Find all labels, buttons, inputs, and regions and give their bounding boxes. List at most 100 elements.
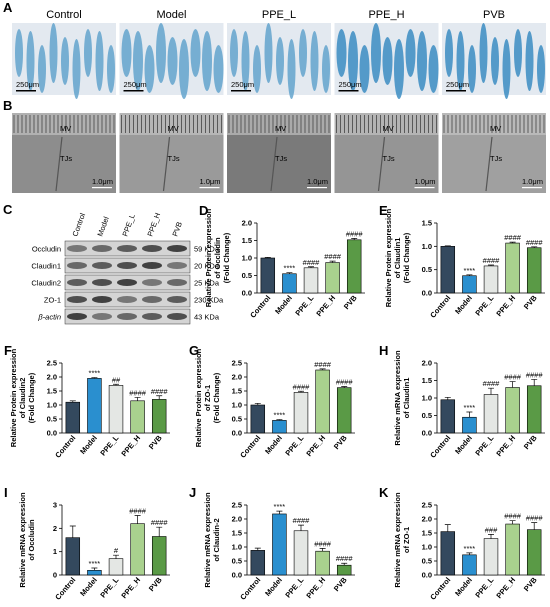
crypt bbox=[479, 23, 488, 83]
significance-label: #### bbox=[129, 507, 147, 516]
crypt bbox=[299, 29, 307, 77]
error-bar bbox=[91, 377, 98, 379]
blot-band bbox=[117, 262, 137, 269]
group-label: PPE_H bbox=[368, 9, 404, 21]
y-tick-label: 2.0 bbox=[47, 373, 57, 382]
x-tick-label: PVB bbox=[147, 433, 164, 451]
panel-label: J bbox=[189, 485, 196, 500]
error-bar bbox=[531, 246, 538, 248]
size-label: 43 KDa bbox=[194, 313, 220, 322]
crypt bbox=[310, 31, 319, 91]
y-tick-label: 1.5 bbox=[422, 529, 432, 538]
y-axis-label: (Fold Change) bbox=[212, 372, 221, 423]
panel-label: A bbox=[3, 0, 13, 15]
annotation: TJs bbox=[168, 154, 180, 163]
bar bbox=[346, 239, 362, 294]
significance-label: #### bbox=[151, 518, 169, 527]
crypt bbox=[264, 23, 273, 83]
x-tick-label: Model bbox=[78, 434, 99, 456]
bar bbox=[325, 262, 340, 294]
bar bbox=[108, 558, 124, 576]
crypt bbox=[456, 31, 465, 91]
bar bbox=[87, 378, 102, 434]
significance-label: **** bbox=[284, 264, 296, 273]
junction bbox=[162, 136, 171, 192]
crypt bbox=[322, 45, 330, 93]
bar bbox=[526, 529, 542, 576]
significance-label: #### bbox=[504, 233, 522, 242]
bar bbox=[260, 257, 276, 294]
scale-bar-line bbox=[16, 90, 36, 92]
y-tick-label: 1 bbox=[53, 547, 57, 556]
y-tick-label: 2.5 bbox=[232, 359, 242, 368]
bar bbox=[483, 265, 499, 294]
x-tick-label: PVB bbox=[522, 293, 539, 311]
x-tick-label: PVB bbox=[522, 575, 539, 593]
size-label: 59 KDa bbox=[194, 245, 220, 254]
annotation: TJs bbox=[60, 154, 72, 163]
blot-band bbox=[117, 279, 137, 286]
error-bar bbox=[254, 402, 261, 405]
y-tick-label: 0.0 bbox=[422, 571, 432, 580]
scale-bar-line bbox=[414, 187, 435, 189]
annotation: MV bbox=[383, 124, 394, 133]
y-tick-label: 3 bbox=[53, 501, 57, 510]
crypt bbox=[405, 29, 416, 77]
bar bbox=[440, 246, 456, 294]
group-label: PVB bbox=[483, 9, 505, 21]
scale-bar: 1.0μm bbox=[307, 177, 328, 186]
error-bar bbox=[264, 256, 271, 258]
significance-label: #### bbox=[336, 378, 354, 387]
significance-label: **** bbox=[464, 403, 476, 412]
crypt bbox=[49, 23, 58, 83]
scale-bar-line bbox=[338, 90, 359, 92]
x-tick-label: PPE_L bbox=[473, 433, 495, 457]
blot-band bbox=[167, 313, 187, 320]
lane-label: Control bbox=[70, 212, 87, 238]
scale-bar-line bbox=[522, 187, 542, 189]
x-tick-label: PPE_H bbox=[494, 576, 517, 601]
junction bbox=[485, 136, 493, 192]
blot-band bbox=[67, 279, 87, 286]
error-bar bbox=[444, 396, 451, 400]
scale-bar: 250μm bbox=[339, 80, 362, 89]
significance-label: ## bbox=[112, 375, 121, 384]
y-tick-label: 0.0 bbox=[242, 289, 252, 298]
annotation: MV bbox=[490, 124, 501, 133]
y-tick-label: 2.0 bbox=[422, 515, 432, 524]
error-bar bbox=[156, 395, 163, 400]
scale-bar: 250μm bbox=[446, 80, 469, 89]
group-label: Control bbox=[46, 9, 81, 21]
protein-label: Occludin bbox=[32, 245, 61, 254]
significance-label: #### bbox=[314, 360, 332, 369]
scale-bar: 1.0μm bbox=[522, 177, 543, 186]
crypt bbox=[445, 29, 453, 77]
error-bar bbox=[308, 266, 314, 268]
y-tick-label: 0.5 bbox=[242, 271, 252, 280]
crypt bbox=[287, 39, 296, 99]
crypt bbox=[417, 31, 427, 91]
y-tick-label: 1.0 bbox=[232, 401, 242, 410]
crypt bbox=[38, 45, 46, 93]
bar bbox=[336, 387, 352, 434]
y-axis-label: of ZO-1 bbox=[203, 385, 212, 411]
y-tick-label: 0.0 bbox=[422, 289, 432, 298]
bar bbox=[440, 531, 456, 576]
error-bar bbox=[286, 272, 293, 274]
error-bar bbox=[298, 524, 304, 531]
y-axis-label: of Claudin-2 bbox=[212, 518, 221, 561]
significance-label: #### bbox=[336, 554, 354, 563]
x-tick-label: PPE_H bbox=[304, 434, 327, 459]
lane-label: Model bbox=[95, 215, 111, 238]
protein-label: β-actin bbox=[37, 313, 61, 322]
annotation: TJs bbox=[490, 154, 502, 163]
scale-bar-line bbox=[307, 187, 327, 189]
blot-band bbox=[67, 313, 87, 320]
bar bbox=[130, 400, 145, 434]
scale-bar-line bbox=[123, 90, 144, 92]
bar bbox=[440, 399, 456, 434]
error-bar bbox=[298, 390, 304, 393]
y-tick-label: 1.5 bbox=[422, 219, 432, 228]
